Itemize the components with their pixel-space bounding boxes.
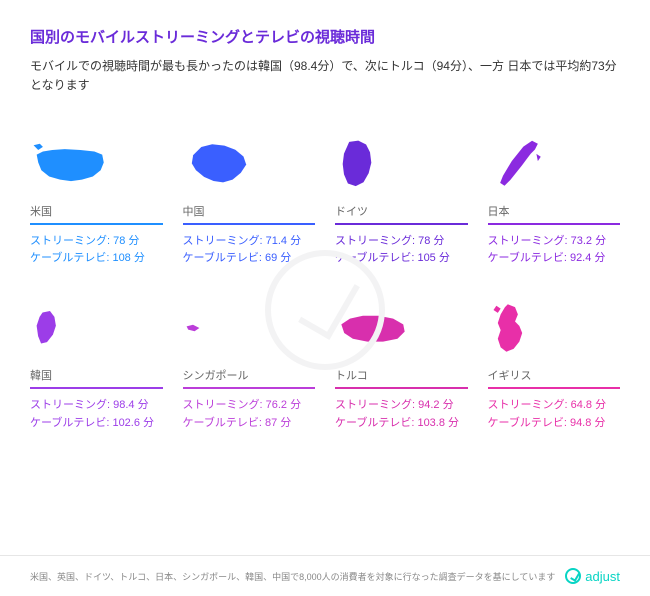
streaming-stat: ストリーミング: 78 分 [30,233,163,250]
country-name: 中国 [183,203,316,219]
country-map-icon [488,289,621,367]
infographic-container: 国別のモバイルストリーミングとテレビの視聴時間 モバイルでの視聴時間が最も長かっ… [0,0,650,452]
cable-stat: ケーブルテレビ: 103.8 分 [335,415,468,432]
country-divider [30,223,163,225]
country-grid: 米国ストリーミング: 78 分ケーブルテレビ: 108 分中国ストリーミング: … [30,125,620,431]
country-cell: 米国ストリーミング: 78 分ケーブルテレビ: 108 分 [30,125,163,267]
country-map-icon [183,125,316,203]
cable-stat: ケーブルテレビ: 94.8 分 [488,415,621,432]
streaming-stat: ストリーミング: 98.4 分 [30,397,163,414]
country-cell: イギリスストリーミング: 64.8 分ケーブルテレビ: 94.8 分 [488,289,621,431]
country-map-icon [335,125,468,203]
country-cell: 中国ストリーミング: 71.4 分ケーブルテレビ: 69 分 [183,125,316,267]
footnote: 米国、英国、ドイツ、トルコ、日本、シンガポール、韓国、中国で8,000人の消費者… [30,570,555,583]
country-map-icon [488,125,621,203]
cable-stat: ケーブルテレビ: 87 分 [183,415,316,432]
cable-stat: ケーブルテレビ: 69 分 [183,250,316,267]
country-name: 日本 [488,203,621,219]
streaming-stat: ストリーミング: 94.2 分 [335,397,468,414]
footer: 米国、英国、ドイツ、トルコ、日本、シンガポール、韓国、中国で8,000人の消費者… [0,555,650,596]
country-divider [335,387,468,389]
country-cell: シンガポールストリーミング: 76.2 分ケーブルテレビ: 87 分 [183,289,316,431]
country-name: 米国 [30,203,163,219]
country-divider [183,387,316,389]
country-name: トルコ [335,367,468,383]
streaming-stat: ストリーミング: 64.8 分 [488,397,621,414]
streaming-stat: ストリーミング: 78 分 [335,233,468,250]
country-divider [183,223,316,225]
country-divider [488,223,621,225]
country-divider [335,223,468,225]
country-divider [30,387,163,389]
streaming-stat: ストリーミング: 76.2 分 [183,397,316,414]
cable-stat: ケーブルテレビ: 105 分 [335,250,468,267]
logo-mark-icon [565,568,581,584]
logo-text: adjust [585,569,620,584]
cable-stat: ケーブルテレビ: 92.4 分 [488,250,621,267]
country-map-icon [30,125,163,203]
country-name: イギリス [488,367,621,383]
country-name: ドイツ [335,203,468,219]
country-map-icon [335,289,468,367]
title: 国別のモバイルストリーミングとテレビの視聴時間 [30,26,620,47]
brand-logo: adjust [565,568,620,584]
cable-stat: ケーブルテレビ: 108 分 [30,250,163,267]
country-cell: ドイツストリーミング: 78 分ケーブルテレビ: 105 分 [335,125,468,267]
country-name: 韓国 [30,367,163,383]
country-map-icon [30,289,163,367]
cable-stat: ケーブルテレビ: 102.6 分 [30,415,163,432]
country-cell: 韓国ストリーミング: 98.4 分ケーブルテレビ: 102.6 分 [30,289,163,431]
country-cell: トルコストリーミング: 94.2 分ケーブルテレビ: 103.8 分 [335,289,468,431]
streaming-stat: ストリーミング: 73.2 分 [488,233,621,250]
country-cell: 日本ストリーミング: 73.2 分ケーブルテレビ: 92.4 分 [488,125,621,267]
subtitle: モバイルでの視聴時間が最も長かったのは韓国（98.4分）で、次にトルコ（94分）… [30,57,620,95]
country-name: シンガポール [183,367,316,383]
country-map-icon [183,289,316,367]
country-divider [488,387,621,389]
streaming-stat: ストリーミング: 71.4 分 [183,233,316,250]
